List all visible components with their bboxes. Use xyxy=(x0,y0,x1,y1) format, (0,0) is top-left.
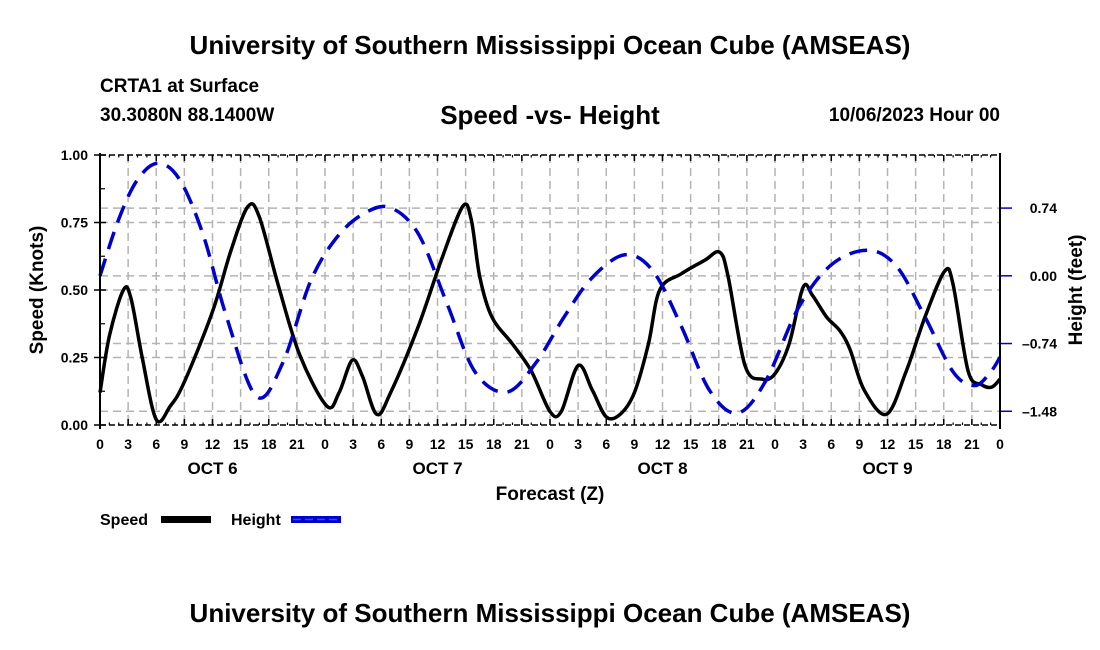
y-tick-label: 0.75 xyxy=(61,215,88,231)
y2-tick-label: 0.00 xyxy=(1030,268,1057,284)
y2-tick-label: 0.74 xyxy=(1030,200,1057,216)
x-tick-label: 21 xyxy=(739,436,755,452)
y-axis-title: Speed (Knots) xyxy=(27,226,48,355)
main-title: University of Southern Mississippi Ocean… xyxy=(189,30,911,60)
axes xyxy=(94,153,1012,429)
x-tick-label: 9 xyxy=(405,436,413,452)
day-label: OCT 6 xyxy=(187,459,237,478)
x-tick-label: 21 xyxy=(514,436,530,452)
x-tick-label: 18 xyxy=(261,436,277,452)
x-tick-label: 9 xyxy=(630,436,638,452)
x-tick-label: 21 xyxy=(289,436,305,452)
x-tick-label: 9 xyxy=(180,436,188,452)
x-tick-label: 12 xyxy=(430,436,446,452)
legend-swatch-speed xyxy=(161,516,211,523)
x-tick-label: 15 xyxy=(908,436,924,452)
curves xyxy=(98,161,1002,424)
y-tick-label: 1.00 xyxy=(61,147,88,163)
x-tick-label: 3 xyxy=(349,436,357,452)
x-tick-label: 15 xyxy=(458,436,474,452)
series-line-speed xyxy=(98,202,1002,424)
day-label: OCT 9 xyxy=(862,459,912,478)
x-tick-label: 21 xyxy=(964,436,980,452)
x-tick-label: 3 xyxy=(799,436,807,452)
x-tick-label: 0 xyxy=(321,436,329,452)
x-tick-label: 0 xyxy=(771,436,779,452)
x-tick-label: 6 xyxy=(602,436,610,452)
legend-swatch-height xyxy=(291,516,341,523)
y-tick-label: 0.25 xyxy=(61,350,88,366)
x-tick-label: 15 xyxy=(233,436,249,452)
coordinates-label: 30.3080N 88.1400W xyxy=(100,105,275,126)
y2-axis-title: Height (feet) xyxy=(1066,235,1087,346)
legend: Speed Height xyxy=(100,512,341,529)
day-label: OCT 7 xyxy=(412,459,462,478)
x-tick-label: 6 xyxy=(377,436,385,452)
x-tick-label: 0 xyxy=(996,436,1004,452)
x-tick-label: 6 xyxy=(827,436,835,452)
x-tick-label: 12 xyxy=(880,436,896,452)
x-tick-label: 6 xyxy=(152,436,160,452)
x-axis-title: Forecast (Z) xyxy=(496,484,605,505)
y2-tick-label: –0.74 xyxy=(1022,336,1057,352)
day-label: OCT 8 xyxy=(637,459,687,478)
x-tick-label: 18 xyxy=(486,436,502,452)
chart-subtitle: Speed -vs- Height xyxy=(440,100,660,130)
bottom-title: University of Southern Mississippi Ocean… xyxy=(189,598,911,628)
x-tick-label: 18 xyxy=(936,436,952,452)
station-label: CRTA1 at Surface xyxy=(100,76,260,97)
y-tick-label: 0.00 xyxy=(61,417,88,433)
x-tick-label: 18 xyxy=(711,436,727,452)
grid xyxy=(100,155,1000,425)
x-tick-label: 9 xyxy=(855,436,863,452)
legend-label-height: Height xyxy=(231,512,281,529)
x-tick-label: 0 xyxy=(96,436,104,452)
y-tick-label: 0.50 xyxy=(61,282,88,298)
x-tick-label: 3 xyxy=(124,436,132,452)
series-line-height xyxy=(98,161,1002,415)
x-tick-label: 12 xyxy=(205,436,221,452)
x-tick-label: 0 xyxy=(546,436,554,452)
x-tick-label: 15 xyxy=(683,436,699,452)
x-tick-label: 12 xyxy=(655,436,671,452)
forecast-datetime: 10/06/2023 Hour 00 xyxy=(828,105,1000,126)
y2-tick-label: –1.48 xyxy=(1022,403,1057,419)
legend-label-speed: Speed xyxy=(100,512,148,529)
tick-labels: 0 3 6 9 12 15 18 21 0 3 6 9 12 15 18 21 0 3 6 9 12 15 18 21 0 3 6 9… xyxy=(61,147,1057,478)
x-tick-label: 3 xyxy=(574,436,582,452)
